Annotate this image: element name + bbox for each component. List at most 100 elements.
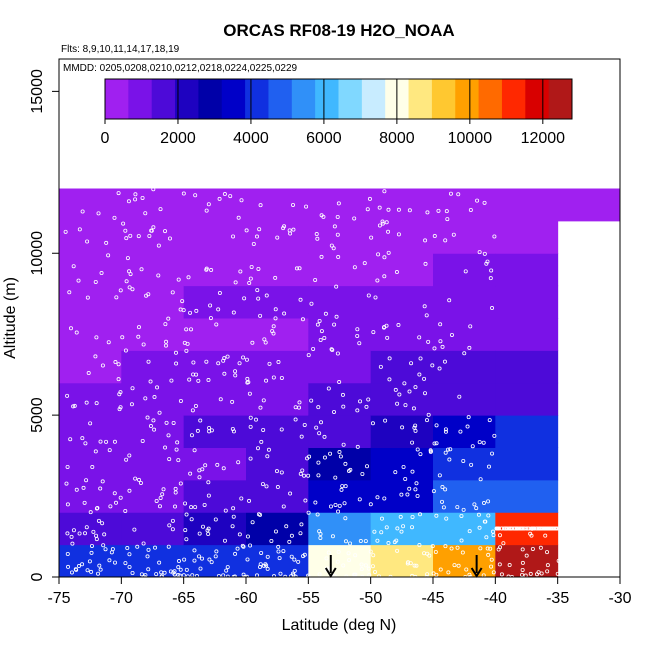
sample-point [443, 450, 448, 455]
sample-point [335, 351, 340, 356]
sample-point [76, 278, 81, 283]
sample-point [154, 572, 159, 577]
sample-point [357, 341, 362, 346]
sample-point [413, 423, 418, 428]
sample-point [547, 526, 552, 531]
sample-point [196, 378, 201, 383]
sample-point [528, 531, 533, 536]
sample-point [496, 526, 501, 531]
sample-point [207, 425, 212, 430]
sample-point [387, 356, 392, 361]
sample-point [499, 572, 504, 577]
x-tick-label: -35 [546, 590, 569, 607]
sample-point [192, 548, 197, 553]
sample-point [535, 526, 540, 531]
sample-point [230, 427, 235, 432]
sample-point [352, 216, 357, 221]
sample-point [386, 250, 391, 255]
sample-point [65, 393, 70, 398]
sample-point [100, 521, 105, 526]
sample-point [402, 381, 407, 386]
heatmap-cell [370, 220, 434, 254]
sample-point [413, 428, 418, 433]
colorbar-swatch [198, 79, 223, 119]
sample-point [126, 199, 131, 204]
sample-point [85, 295, 90, 300]
sample-point [293, 405, 298, 410]
sample-point [235, 546, 240, 551]
sample-point [195, 428, 200, 433]
sample-point [330, 348, 335, 353]
sample-point [476, 512, 481, 517]
sample-point [373, 295, 378, 300]
sample-point [171, 420, 176, 425]
sample-point [522, 526, 527, 531]
sample-point [278, 571, 283, 576]
sample-point [538, 545, 543, 550]
sample-point [466, 415, 471, 420]
sample-point [336, 201, 341, 206]
y-tick-label: 5000 [29, 397, 46, 433]
sample-point [208, 303, 213, 308]
sample-point [333, 475, 338, 480]
heatmap-cell [121, 318, 185, 351]
sample-point [315, 322, 320, 327]
sample-point [216, 573, 221, 578]
sample-point [362, 261, 367, 266]
x-tick-label: -75 [47, 590, 70, 607]
sample-point [398, 514, 403, 519]
sample-point [206, 531, 211, 536]
sample-point [140, 195, 145, 200]
sample-point [504, 526, 509, 531]
sample-point [386, 541, 391, 546]
sample-point [164, 339, 169, 344]
sample-point [67, 290, 72, 295]
sample-point [495, 526, 500, 531]
heatmap-cell [370, 188, 434, 222]
sample-point [410, 525, 415, 530]
sample-point [127, 285, 132, 290]
sample-point [464, 567, 469, 572]
sample-point [484, 261, 489, 266]
sample-point [409, 361, 414, 366]
heatmap-cell [308, 253, 372, 287]
sample-point [176, 559, 181, 564]
sample-point [245, 534, 250, 539]
sample-point [166, 433, 171, 438]
colorbar-swatch [431, 79, 456, 119]
sample-point [377, 223, 382, 228]
sample-point [188, 310, 193, 315]
sample-point [148, 379, 153, 384]
heatmap-cell [557, 188, 621, 222]
sample-point [289, 574, 294, 579]
sample-point [123, 508, 128, 513]
sample-point [72, 403, 77, 408]
sample-point [264, 293, 269, 298]
sample-point [230, 399, 235, 404]
x-tick-label: -30 [608, 590, 631, 607]
sample-point [266, 447, 271, 452]
sample-point [445, 217, 450, 222]
colorbar-swatch [361, 79, 386, 119]
heatmap-cell [246, 512, 309, 546]
sample-point [299, 434, 304, 439]
heatmap-cell [370, 447, 434, 481]
heatmap-cell [370, 382, 434, 416]
sample-point [434, 513, 439, 518]
dates-annotation: MMDD: 0205,0208,0210,0212,0218,0224,0225… [63, 63, 298, 74]
sample-point [302, 473, 307, 478]
sample-point [275, 235, 280, 240]
heatmap-cell [246, 382, 309, 416]
sample-point [113, 500, 118, 505]
sample-point [311, 346, 316, 351]
heatmap-cell [121, 253, 185, 287]
sample-point [355, 327, 360, 332]
sample-point [343, 461, 348, 466]
sample-point [407, 486, 412, 491]
sample-point [170, 518, 175, 523]
sample-point [319, 420, 324, 425]
sample-point [89, 569, 94, 574]
sample-point [418, 512, 423, 517]
sample-point [410, 469, 415, 474]
sample-point [140, 438, 145, 443]
